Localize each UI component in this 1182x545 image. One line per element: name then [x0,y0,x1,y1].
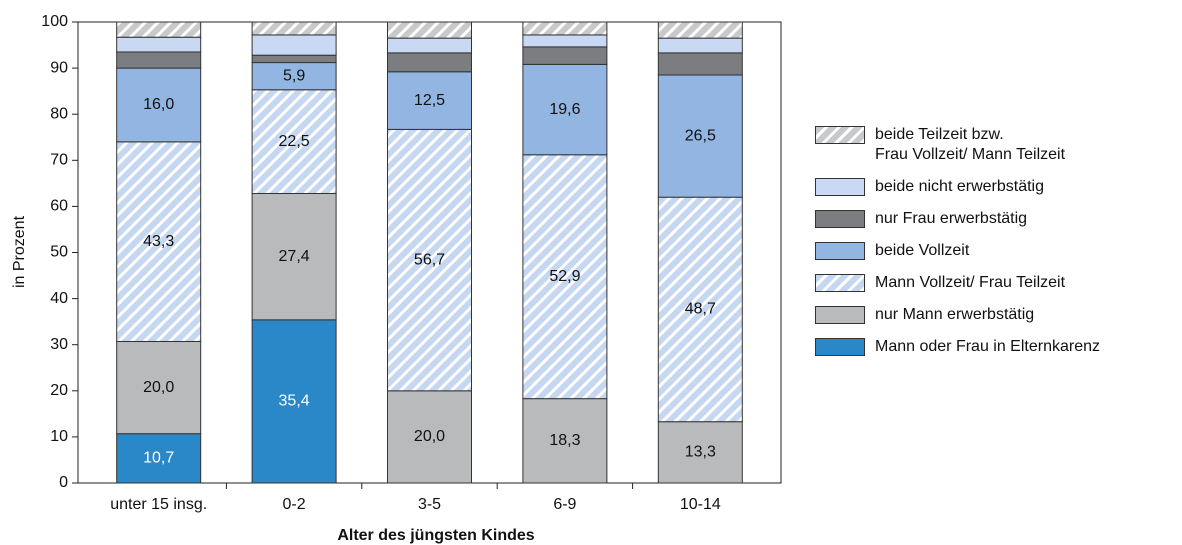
y-tick-label: 60 [50,198,68,215]
y-tick-label: 70 [50,152,68,169]
legend-swatch [815,274,865,292]
bar-segment [251,34,337,56]
legend-swatch [815,306,865,324]
bar-segment [116,51,202,69]
bar-segment [657,196,743,423]
y-tick-label: 50 [50,244,68,261]
data-label: 35,4 [279,393,310,410]
bar-segment [657,37,743,54]
y-tick-label: 90 [50,59,68,76]
bar-segment [251,89,337,194]
x-tick-label: unter 15 insg. [110,496,207,513]
bar-segment [387,390,472,484]
legend-item: nur Mann erwerbstätig [815,306,1100,325]
legend-swatch [815,242,865,260]
legend-item: beide nicht erwerbstätig [815,178,1100,197]
data-label: 48,7 [685,301,716,318]
legend-item: Mann oder Frau in Elternkarenz [815,338,1100,357]
x-tick-label: 10-14 [680,496,721,513]
bar-segment [387,52,472,73]
data-label: 22,5 [279,133,310,150]
bar-segment [387,71,472,130]
legend-label: Mann Vollzeit/ Frau Teilzeit [875,274,1066,291]
bar-segment [522,154,608,400]
y-axis-title: in Prozent [11,215,28,288]
data-label: 26,5 [685,127,716,144]
legend-swatch [815,210,865,228]
bar-segment [657,52,743,76]
bar-segment [251,21,337,36]
data-label: 5,9 [283,67,305,84]
legend-swatch [815,338,865,356]
y-tick-label: 20 [50,382,68,399]
legend: beide Teilzeit bzw. Frau Vollzeit/ Mann … [815,126,1100,370]
bar-segment [387,128,472,392]
data-label: 27,4 [279,248,310,265]
legend-label: Mann oder Frau in Elternkarenz [875,338,1100,355]
bar-segment [522,34,608,48]
data-label: 20,0 [143,379,174,396]
legend-label: beide Vollzeit [875,242,970,259]
bar-segment [116,340,202,435]
bar-segment [387,37,472,54]
bar-segment [251,319,337,484]
legend-item: nur Frau erwerbstätig [815,210,1100,229]
data-label: 13,3 [685,444,716,461]
data-label: 19,6 [549,101,580,118]
data-label: 18,3 [549,432,580,449]
legend-swatch [815,126,865,144]
bar-segment [387,21,472,39]
bar-segment [116,141,202,342]
y-tick-label: 100 [41,13,68,30]
data-label: 10,7 [143,450,174,467]
bar-segment [116,21,202,38]
bar-segment [251,192,337,321]
data-label: 12,5 [414,92,445,109]
x-tick-label: 6-9 [553,496,576,513]
data-label: 20,0 [414,428,445,445]
bar-segment [116,433,202,484]
legend-swatch [815,178,865,196]
legend-label: nur Frau erwerbstätig [875,210,1028,227]
bar-segment [522,21,608,36]
data-label: 56,7 [414,251,445,268]
bar-segment [522,63,608,156]
x-tick-label: 3-5 [418,496,441,513]
x-axis-title: Alter des jüngsten Kindes [337,527,534,544]
data-label: 52,9 [549,268,580,285]
bar-segment [657,74,743,198]
y-tick-label: 30 [50,336,68,353]
legend-label: beide nicht erwerbstätig [875,178,1044,195]
legend-item: beide Teilzeit bzw. Frau Vollzeit/ Mann … [815,126,1100,165]
x-tick-label: 0-2 [283,496,306,513]
data-label: 43,3 [143,233,174,250]
legend-label: nur Mann erwerbstätig [875,306,1035,323]
legend-item: beide Vollzeit [815,242,1100,261]
bar-segment [657,21,743,39]
y-tick-label: 80 [50,105,68,122]
bar-segment [251,54,337,64]
legend-item: Mann Vollzeit/ Frau Teilzeit [815,274,1100,293]
bar-segment [522,46,608,65]
y-tick-label: 40 [50,290,68,307]
bar-segment [116,36,202,53]
y-tick-label: 10 [50,428,68,445]
data-label: 16,0 [143,96,174,113]
y-tick-label: 0 [59,474,68,491]
legend-label: beide Teilzeit bzw. Frau Vollzeit/ Mann … [875,126,1066,163]
bar-segment [657,421,743,484]
